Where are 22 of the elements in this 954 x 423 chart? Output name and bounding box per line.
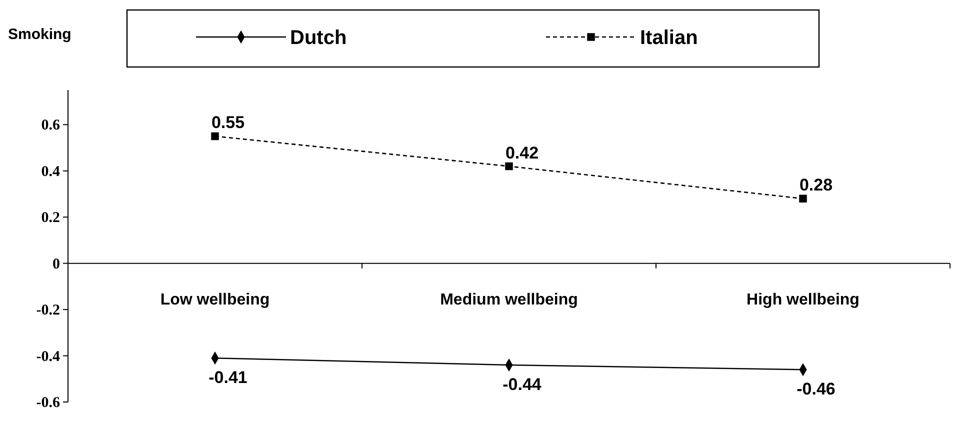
y-tick-label: -0.2 [36,302,60,319]
data-label: -0.46 [796,380,836,399]
legend-label: Dutch [290,27,347,49]
x-tick-label: Medium wellbeing [440,291,578,308]
data-label: -0.41 [208,368,248,388]
y-tick-label: 0.2 [41,210,60,226]
x-tick-label: Low wellbeing [160,291,270,308]
point [211,132,219,140]
legend-label: Italian [640,27,698,49]
y-tick-label: 0.6 [41,118,60,134]
y-tick-label: 0.4 [41,164,60,180]
data-label: 0.42 [505,143,539,162]
y-tick-label: -0.4 [36,348,60,365]
data-label: -0.44 [502,375,542,394]
chart-title: Smoking [8,26,72,43]
y-tick-label: -0.6 [36,395,60,411]
data-label: 0.55 [211,113,245,132]
x-tick-label: High wellbeing [746,291,860,308]
y-tick-label: 0 [52,256,60,272]
data-label: 0.28 [799,176,833,195]
point [505,162,513,170]
point [799,194,807,202]
